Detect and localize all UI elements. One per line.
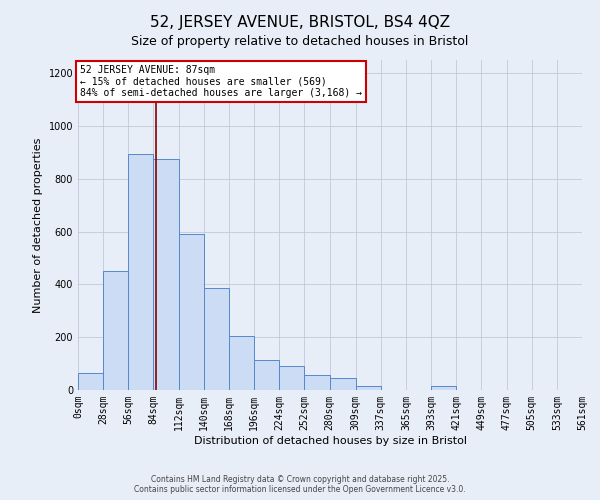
Bar: [356, 386, 381, 390]
Bar: [128, 154, 154, 390]
Text: 52, JERSEY AVENUE, BRISTOL, BS4 4QZ: 52, JERSEY AVENUE, BRISTOL, BS4 4QZ: [150, 15, 450, 30]
Text: Contains HM Land Registry data © Crown copyright and database right 2025.
Contai: Contains HM Land Registry data © Crown c…: [134, 474, 466, 494]
Bar: [204, 288, 229, 390]
Text: 52 JERSEY AVENUE: 87sqm
← 15% of detached houses are smaller (569)
84% of semi-d: 52 JERSEY AVENUE: 87sqm ← 15% of detache…: [80, 66, 362, 98]
Bar: [103, 271, 128, 390]
Y-axis label: Number of detached properties: Number of detached properties: [33, 138, 43, 312]
Bar: [304, 376, 329, 390]
Text: Size of property relative to detached houses in Bristol: Size of property relative to detached ho…: [131, 35, 469, 48]
Bar: [229, 336, 254, 390]
Bar: [279, 366, 304, 390]
Bar: [329, 378, 356, 390]
X-axis label: Distribution of detached houses by size in Bristol: Distribution of detached houses by size …: [193, 436, 467, 446]
Bar: [254, 360, 279, 390]
Bar: [154, 159, 179, 390]
Bar: [78, 373, 103, 390]
Bar: [431, 386, 456, 390]
Bar: [179, 234, 204, 390]
